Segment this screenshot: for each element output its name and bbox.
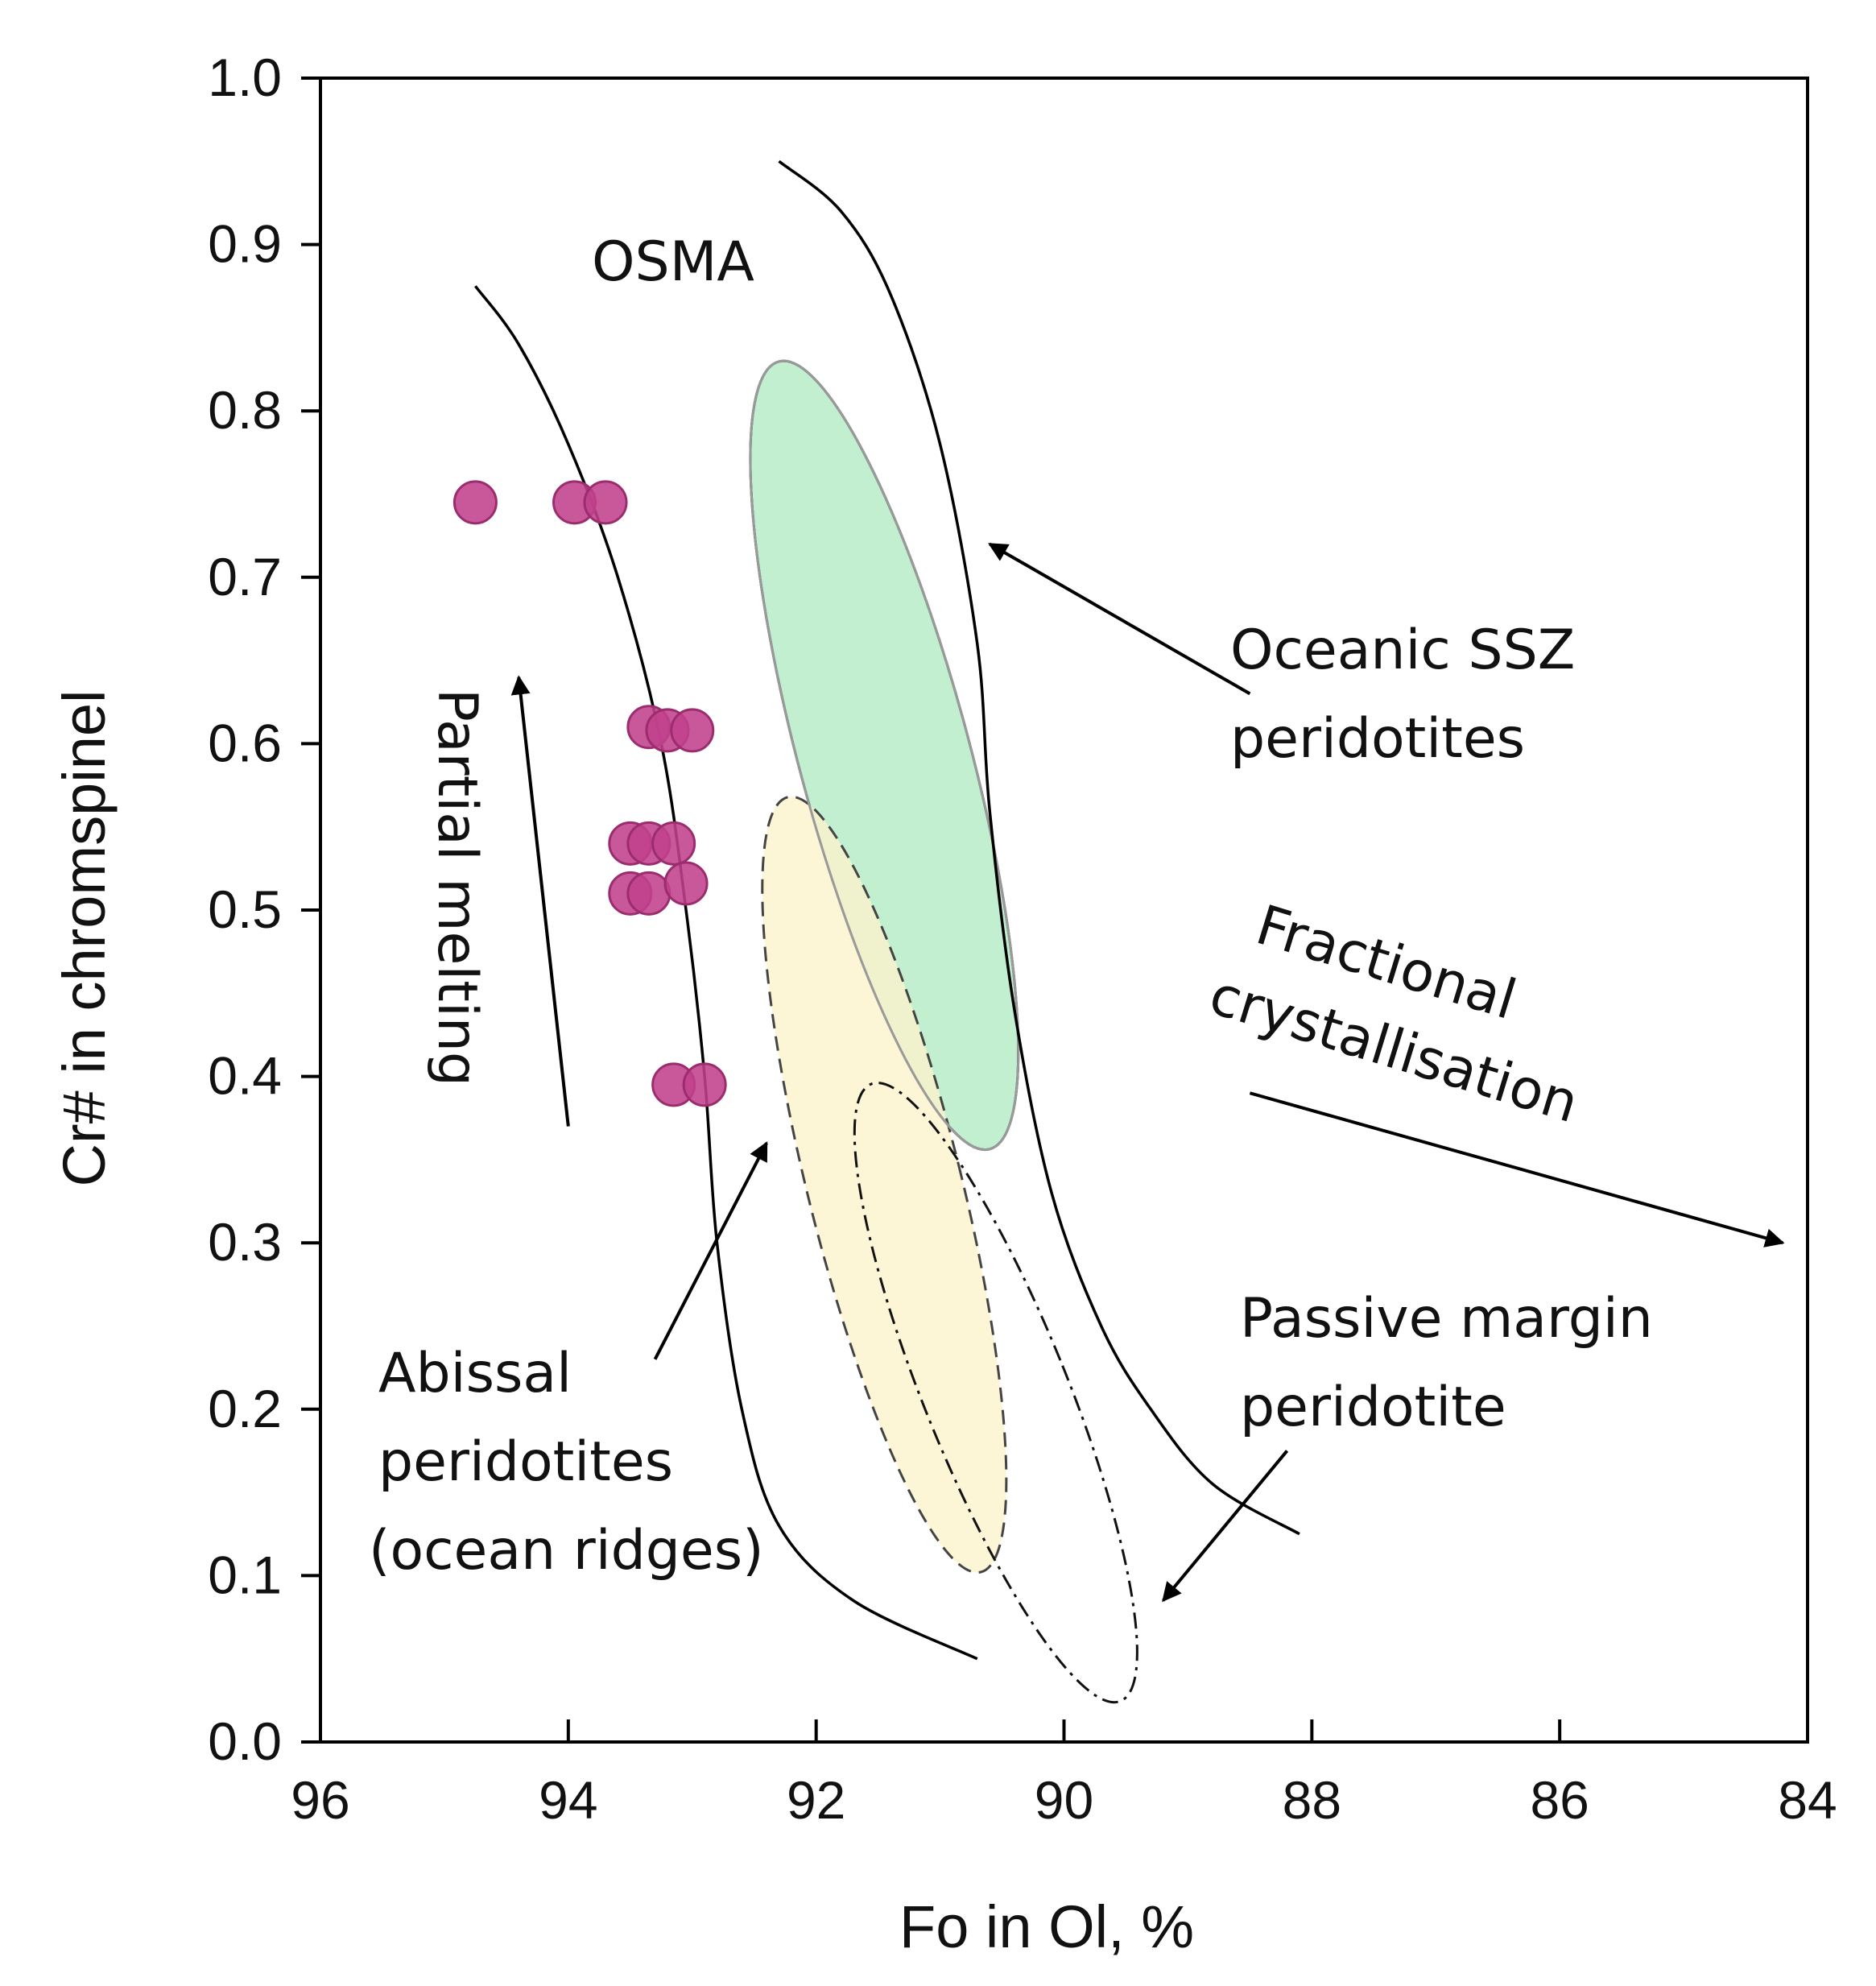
fractional-arrow [1249,1091,1785,1247]
passive-label-line1: Passive margin [1240,1287,1653,1351]
passive-margin-field [853,1082,1138,1704]
abyssal-label-line1: Abissal [378,1342,572,1405]
partial-melting-label: Partial melting [425,689,489,1086]
data-point [682,1062,727,1107]
y-tick-label: 0.4 [208,1046,282,1106]
x-tick-label: 86 [1530,1770,1589,1830]
y-tick-label: 0.3 [208,1212,282,1272]
abyssal-arrow [653,1141,768,1360]
osma-right-boundary [778,159,1300,1536]
abyssal-label-line2: peridotites [378,1430,673,1494]
ticks-layer: 96 94 92 90 88 86 84 0.0 0.1 0.2 0.3 0.4 0.5 0.6 0.7 0.… [208,48,1837,1830]
x-axis-title: Fo in Ol, % [899,1893,1194,1960]
y-tick-label: 0.7 [208,547,282,606]
partial-melting-arrow [510,675,570,1127]
ssz-label-line1: Oceanic SSZ [1230,619,1575,682]
x-tick-label: 88 [1283,1770,1341,1830]
ssz-label-line2: peridotites [1230,707,1525,771]
labels-layer: OSMA Oceanic SSZ peridotites Fractional … [51,230,1653,1960]
y-tick-label: 0.0 [208,1711,282,1771]
points-layer [452,480,727,1107]
data-point [452,480,498,525]
passive-margin-arrow [1162,1450,1289,1603]
ssz-field-outline [749,359,1020,1152]
y-tick-label: 1.0 [208,48,282,107]
osma-label: OSMA [592,230,754,294]
abyssal-field [761,795,1008,1574]
y-tick-label: 0.1 [208,1545,282,1604]
x-tick-label: 90 [1035,1770,1093,1830]
ssz-arrow [988,542,1251,696]
passive-label-line2: peridotite [1240,1376,1506,1439]
y-tick-label: 0.2 [208,1379,282,1438]
x-tick-label: 92 [787,1770,845,1830]
data-point [663,861,709,906]
fields-layer [473,159,1785,1704]
y-tick-label: 0.8 [208,380,282,440]
x-tick-label: 84 [1778,1770,1837,1830]
data-point [670,708,715,753]
x-tick-label: 94 [539,1770,597,1830]
data-point [626,871,671,916]
osma-left-boundary [473,285,978,1661]
y-tick-label: 0.5 [208,879,282,939]
y-axis-title: Cr# in chromspinel [51,690,118,1187]
abyssal-label-line3: (ocean ridges) [369,1519,764,1583]
data-point [651,821,696,866]
y-tick-label: 0.6 [208,713,282,772]
x-tick-label: 96 [291,1770,349,1830]
data-point [583,480,628,525]
y-tick-label: 0.9 [208,214,282,274]
